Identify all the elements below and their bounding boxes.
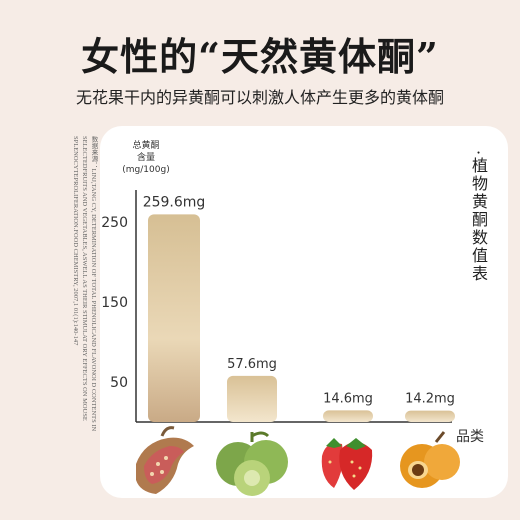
loquat-icon	[400, 431, 460, 488]
bar-1	[227, 375, 277, 422]
y-axis-label-line: (mg/100g)	[122, 165, 170, 175]
bar-value-label: 259.6mg	[143, 194, 206, 210]
strawberry-icon	[321, 438, 373, 490]
y-axis-label: 总黄酮 含量 (mg/100g)	[108, 140, 184, 176]
dried-fig-icon	[136, 426, 194, 494]
side-label: ·植物黄酮数值表	[469, 150, 488, 284]
bar-0	[148, 214, 200, 422]
y-tick-label: 50	[110, 375, 128, 391]
source-note: 数据来源：LINJ,TANG CY, DETERMINATION OF TOTA…	[72, 136, 97, 432]
bar-value-label: 57.6mg	[227, 357, 277, 372]
x-axis-label: 品类	[456, 429, 484, 445]
page-title: 女性的“天然黄体酮”	[81, 34, 439, 79]
bar-value-label: 14.2mg	[405, 392, 455, 407]
y-axis-label-line: 总黄酮	[132, 141, 160, 151]
bar-value-label: 14.6mg	[323, 391, 373, 406]
bar-3	[405, 410, 455, 422]
green-peach-icon	[216, 431, 288, 496]
page-subtitle: 无花果干内的异黄酮可以刺激人体产生更多的黄体酮	[75, 88, 444, 107]
bar-2	[323, 410, 373, 422]
y-tick-label: 250	[101, 215, 128, 231]
y-axis-label-line: 含量	[136, 153, 155, 163]
y-tick-label: 150	[101, 295, 128, 311]
